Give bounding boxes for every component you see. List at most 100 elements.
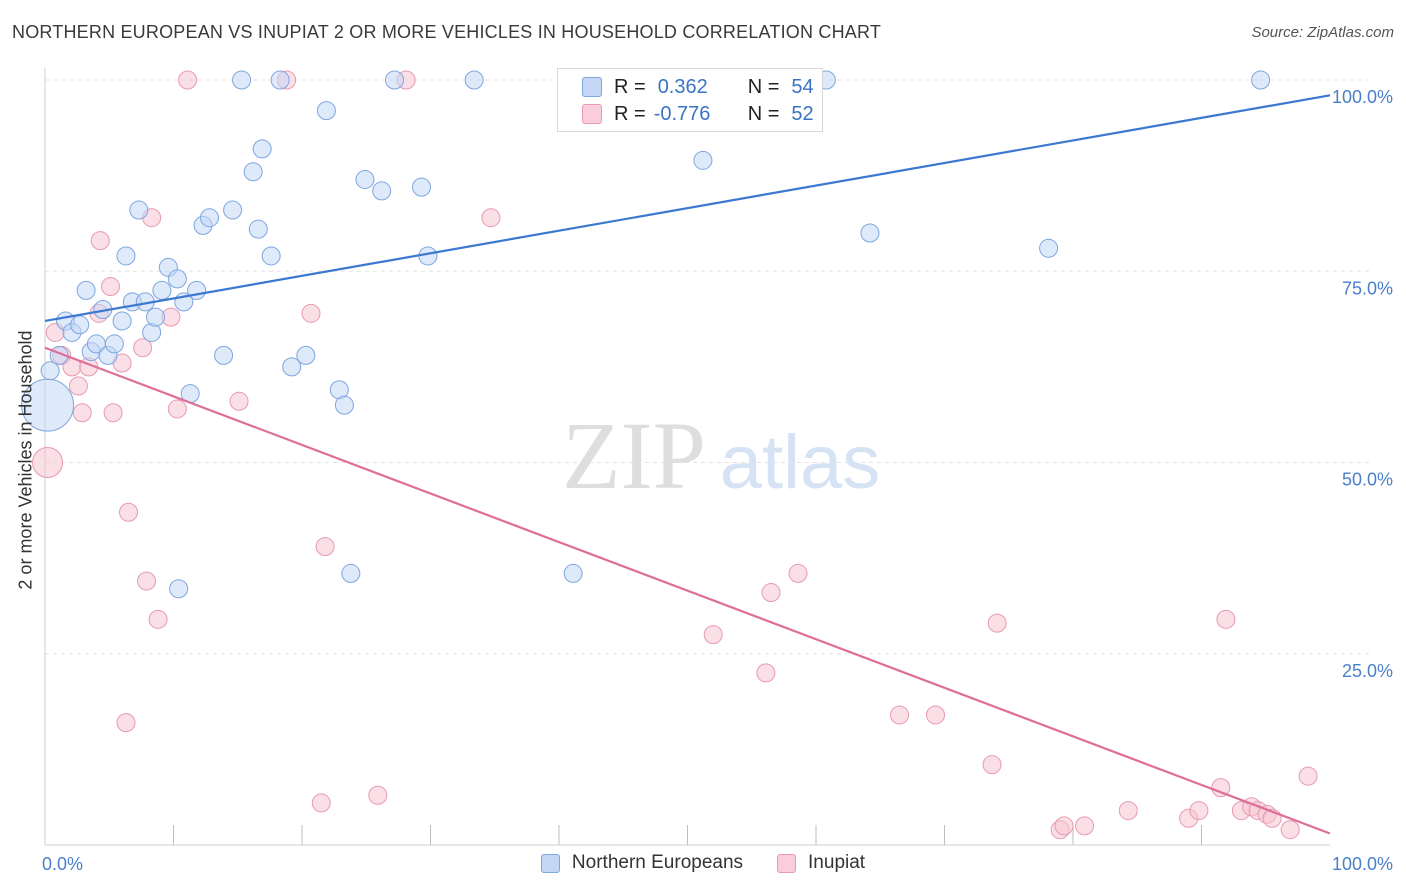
trend-lines xyxy=(44,94,1331,835)
northern-europeans-point xyxy=(104,334,124,354)
northern-europeans-point xyxy=(252,139,272,159)
tick-labels: 25.0% 50.0% 75.0% 100.0% 0.0% 100.0% xyxy=(42,87,1393,874)
inupiat-point xyxy=(756,663,776,683)
northern-europeans-point xyxy=(232,70,252,90)
northern-europeans-point xyxy=(341,563,361,583)
northern-europeans-point xyxy=(261,246,281,266)
x-tick-label: 100.0% xyxy=(1332,854,1393,874)
inupiat-point xyxy=(703,625,723,645)
watermark-atlas: atlas xyxy=(720,420,881,505)
inupiat-point xyxy=(1075,816,1095,836)
inupiat-point xyxy=(119,502,139,522)
inupiat-point xyxy=(133,338,153,358)
northern-europeans-point xyxy=(169,579,189,599)
inupiat-point xyxy=(315,537,335,557)
inupiat-point xyxy=(1189,801,1209,821)
inupiat-point xyxy=(761,583,781,603)
northern-europeans-point xyxy=(270,70,290,90)
inupiat-point xyxy=(987,613,1007,633)
inupiat-point xyxy=(1298,766,1318,786)
legend-n-label: N = xyxy=(747,102,780,125)
inupiat-point xyxy=(926,705,946,725)
y-tick-label: 100.0% xyxy=(1332,87,1393,107)
x-tick-label: 0.0% xyxy=(42,854,83,874)
inupiat-point xyxy=(301,303,321,323)
legend-r-label: R = xyxy=(614,75,646,98)
northern-europeans-point xyxy=(334,395,354,415)
inupiat-point xyxy=(1216,609,1236,629)
inupiat-point xyxy=(90,231,110,251)
northern-europeans-point xyxy=(223,200,243,220)
northern-europeans-point xyxy=(563,563,583,583)
inupiat-point xyxy=(178,70,198,90)
northern-europeans-point xyxy=(412,177,432,197)
inupiat-point xyxy=(788,563,808,583)
inupiat-point xyxy=(890,705,910,725)
legend-swatch-blue xyxy=(582,77,602,97)
northern-europeans-points xyxy=(21,70,1271,599)
inupiat-point xyxy=(1280,820,1300,840)
inupiat-point xyxy=(368,785,388,805)
legend-n-value: 52 xyxy=(791,102,814,125)
northern-europeans-point xyxy=(464,70,484,90)
northern-europeans-point xyxy=(129,200,149,220)
series-legend: Northern Europeans Inupiat xyxy=(0,852,1406,874)
northern-europeans-point xyxy=(167,269,187,289)
legend-item-label: Inupiat xyxy=(808,852,866,873)
northern-europeans-point xyxy=(296,345,316,365)
northern-europeans-point xyxy=(214,345,234,365)
northern-europeans-point xyxy=(248,219,268,239)
northern-europeans-point xyxy=(116,246,136,266)
y-tick-label: 50.0% xyxy=(1342,470,1393,490)
northern-europeans-point xyxy=(1251,70,1271,90)
inupiat-point xyxy=(229,391,249,411)
northern-europeans-point xyxy=(146,307,166,327)
inupiat-point xyxy=(1118,801,1138,821)
watermark-zip: ZIP xyxy=(562,402,706,509)
northern-europeans-point xyxy=(112,311,132,331)
legend-item-inupiat[interactable]: Inupiat xyxy=(777,852,865,874)
inupiat-point xyxy=(148,609,168,629)
y-tick-label: 25.0% xyxy=(1342,661,1393,681)
legend-item-label: Northern Europeans xyxy=(571,852,744,873)
legend-swatch-blue xyxy=(540,853,560,873)
northern-europeans-point xyxy=(76,280,96,300)
legend-row-inupiat: R = -0.776 N = 52 xyxy=(582,101,814,127)
northern-europeans-point xyxy=(372,181,392,201)
inupiat-point xyxy=(982,755,1002,775)
northern-europeans-point xyxy=(199,208,219,228)
northern-europeans-point xyxy=(316,101,336,121)
northern-europeans-point xyxy=(152,280,172,300)
northern-europeans-trend-line xyxy=(44,94,1331,323)
source-label: Source: ZipAtlas.com xyxy=(1251,24,1394,41)
northern-europeans-point xyxy=(243,162,263,182)
inupiat-point xyxy=(1211,778,1231,798)
inupiat-point xyxy=(68,376,88,396)
inupiat-point xyxy=(103,403,123,423)
inupiat-point xyxy=(167,399,187,419)
northern-europeans-point xyxy=(355,169,375,189)
legend-swatch-pink xyxy=(777,853,797,873)
legend-r-value: 0.362 xyxy=(657,75,708,98)
correlation-legend: R = 0.362 N = 54 R = -0.776 N = 52 xyxy=(557,68,823,132)
inupiat-point xyxy=(311,793,331,813)
northern-europeans-point xyxy=(187,280,207,300)
inupiat-point xyxy=(481,208,501,228)
y-tick-label: 75.0% xyxy=(1342,278,1393,298)
legend-swatch-pink xyxy=(582,104,602,124)
legend-r-value: -0.776 xyxy=(653,102,711,125)
northern-europeans-point xyxy=(282,357,302,377)
legend-n-value: 54 xyxy=(791,75,814,98)
y-axis-label: 2 or more Vehicles in Household xyxy=(15,330,36,590)
watermark: ZIP atlas xyxy=(562,402,880,509)
inupiat-point xyxy=(101,277,121,297)
legend-row-northern-europeans: R = 0.362 N = 54 xyxy=(582,74,814,100)
inupiat-point xyxy=(137,571,157,591)
chart-title: NORTHERN EUROPEAN VS INUPIAT 2 OR MORE V… xyxy=(12,22,882,42)
northern-europeans-point xyxy=(385,70,405,90)
inupiat-point xyxy=(1054,816,1074,836)
northern-europeans-point xyxy=(1039,238,1059,258)
inupiat-trend-line xyxy=(44,346,1331,835)
legend-item-northern-europeans[interactable]: Northern Europeans xyxy=(540,852,744,874)
